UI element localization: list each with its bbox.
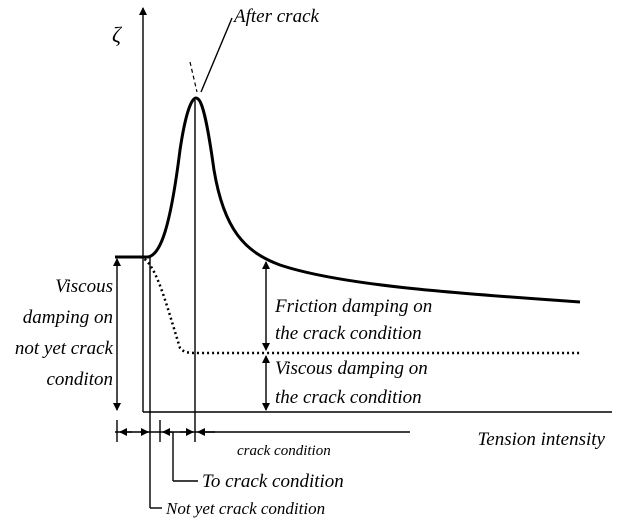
annotation: Friction damping on <box>274 296 432 317</box>
annotation: To crack condition <box>202 471 344 492</box>
annotation: Viscous <box>55 276 113 297</box>
x-label: Tension intensity <box>477 429 605 450</box>
viscous-curve <box>139 255 582 355</box>
peak-dash <box>189 61 198 93</box>
y-label: ζ <box>112 22 123 47</box>
leader <box>200 17 233 93</box>
annotation: not yet crack <box>15 338 114 359</box>
annotation: Viscous damping on <box>275 358 428 379</box>
total-damping-curve <box>115 96 581 304</box>
annotation: damping on <box>23 307 113 328</box>
annotation: the crack condition <box>275 387 422 408</box>
annotation: Not yet crack condition <box>165 499 325 518</box>
annotation: After crack <box>232 6 320 27</box>
annotation: conditon <box>47 369 114 390</box>
annotation: crack condition <box>237 443 331 459</box>
annotation: the crack condition <box>275 323 422 344</box>
